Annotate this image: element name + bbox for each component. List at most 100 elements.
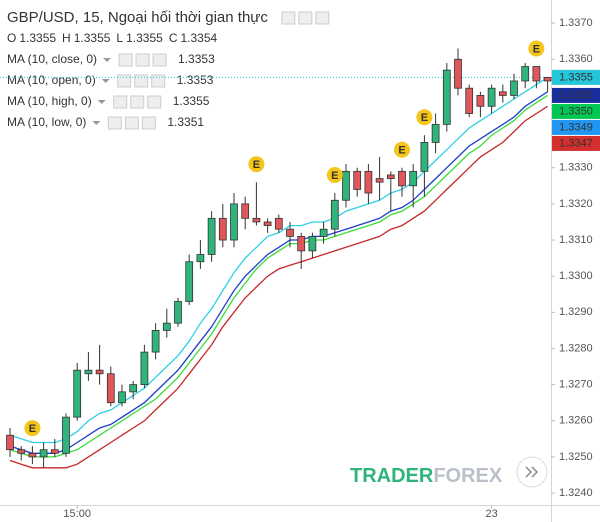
- ohlc-value: 1.3355: [74, 31, 111, 45]
- legend-icon[interactable]: [118, 53, 133, 67]
- legend-icon[interactable]: [113, 95, 128, 109]
- legend-icon[interactable]: [135, 53, 150, 67]
- candle-body: [364, 170, 373, 194]
- price-flag-label: 1.3350: [559, 89, 593, 101]
- legend-icon[interactable]: [117, 74, 132, 88]
- event-label: E: [29, 423, 36, 435]
- ohlc-value: 1.3355: [126, 31, 163, 45]
- price-flag-label: 1.3350: [559, 105, 593, 117]
- watermark: TRADERFOREX: [350, 465, 503, 487]
- candle-body: [308, 236, 317, 252]
- candle-body: [252, 217, 261, 223]
- legend-icon[interactable]: [141, 116, 156, 130]
- y-tick-label: 1.3290: [559, 306, 593, 318]
- candle-body: [118, 391, 126, 404]
- legend-dropdown: [101, 79, 110, 83]
- event-marker[interactable]: [416, 109, 433, 126]
- legend-dropdown: [103, 58, 112, 62]
- candle-body: [409, 170, 418, 187]
- price-flag-label: 1.3349: [559, 121, 593, 133]
- candle-body: [510, 80, 518, 96]
- y-tick-label: 1.3370: [559, 17, 593, 29]
- candle-body: [185, 261, 194, 302]
- y-tick-label: 1.3250: [559, 451, 593, 463]
- legend-value: 1.3353: [178, 52, 215, 66]
- event-label: E: [421, 112, 428, 124]
- candle-body: [129, 384, 138, 393]
- candle-body: [319, 228, 328, 237]
- candle-body: [39, 449, 48, 458]
- legend-label: MA (10, high, 0): [7, 94, 92, 108]
- candle-body: [106, 373, 115, 404]
- candle-body: [140, 351, 149, 386]
- legend-value: 1.3351: [167, 115, 204, 129]
- candle-body: [543, 76, 552, 82]
- chart-title: GBP/USD, 15, Ngoại hối thời gian thực: [7, 9, 268, 26]
- ohlc-label: H: [62, 31, 71, 45]
- legend-icon[interactable]: [134, 74, 149, 88]
- candle-body: [174, 301, 182, 324]
- event-label: E: [253, 159, 260, 171]
- candle-body: [431, 123, 440, 143]
- event-marker[interactable]: [326, 167, 343, 184]
- ohlc-value: 1.3354: [180, 31, 217, 45]
- x-tick-label: 23: [485, 508, 497, 520]
- ohlc-label: C: [169, 31, 178, 45]
- candle-body: [375, 178, 384, 183]
- candle-body: [465, 87, 474, 114]
- candle-body: [241, 203, 250, 219]
- candle-body: [28, 452, 37, 458]
- legend-icon[interactable]: [107, 116, 122, 130]
- y-tick-label: 1.3260: [559, 415, 593, 427]
- ma-line: [9, 91, 548, 454]
- legend-icon[interactable]: [147, 95, 162, 109]
- legend-value: 1.3353: [177, 73, 214, 87]
- legend-dropdown: [97, 100, 106, 104]
- ohlc-label: L: [116, 31, 123, 45]
- candle-body: [442, 69, 451, 125]
- y-tick-label: 1.3310: [559, 234, 593, 246]
- candle-body: [196, 254, 205, 263]
- ohlc-value: 1.3355: [19, 31, 56, 45]
- event-label: E: [331, 170, 338, 182]
- candle-body: [498, 91, 507, 96]
- event-marker[interactable]: [248, 156, 265, 173]
- candle-body: [95, 369, 104, 375]
- price-flag: [552, 69, 600, 85]
- legend-icon[interactable]: [152, 53, 167, 67]
- event-marker[interactable]: [24, 420, 41, 437]
- event-label: E: [398, 145, 405, 157]
- event-label: E: [533, 43, 540, 55]
- candle-body: [286, 228, 294, 237]
- legend-icon[interactable]: [315, 11, 330, 25]
- candle-body: [62, 416, 70, 454]
- candle-body: [73, 369, 82, 418]
- y-tick-label: 1.3330: [559, 162, 593, 174]
- scroll-button-icon[interactable]: [525, 466, 539, 478]
- candle-body: [353, 170, 362, 190]
- y-tick-label: 1.3320: [559, 198, 593, 210]
- legend-icon[interactable]: [130, 95, 145, 109]
- legend-icon[interactable]: [124, 116, 139, 130]
- candle-body: [207, 217, 216, 255]
- scroll-button[interactable]: [516, 456, 548, 488]
- y-tick-label: 1.3300: [559, 270, 593, 282]
- watermark-part: TRADER: [350, 465, 434, 487]
- event-marker[interactable]: [394, 141, 410, 158]
- legend-label: MA (10, open, 0): [7, 73, 96, 87]
- candle-body: [532, 66, 541, 82]
- candle-body: [151, 330, 160, 353]
- candle-body: [17, 449, 26, 454]
- legend-icon[interactable]: [281, 11, 296, 25]
- candle-body: [6, 434, 14, 451]
- event-marker[interactable]: [528, 40, 545, 57]
- legend-icon[interactable]: [151, 74, 166, 88]
- candle-body: [274, 217, 283, 230]
- candle-body: [230, 203, 238, 241]
- candle-body: [342, 170, 350, 201]
- candle-body: [218, 217, 227, 241]
- price-flag-label: 1.3355: [559, 71, 593, 83]
- legend-icon[interactable]: [298, 11, 313, 25]
- candle-body: [330, 199, 339, 230]
